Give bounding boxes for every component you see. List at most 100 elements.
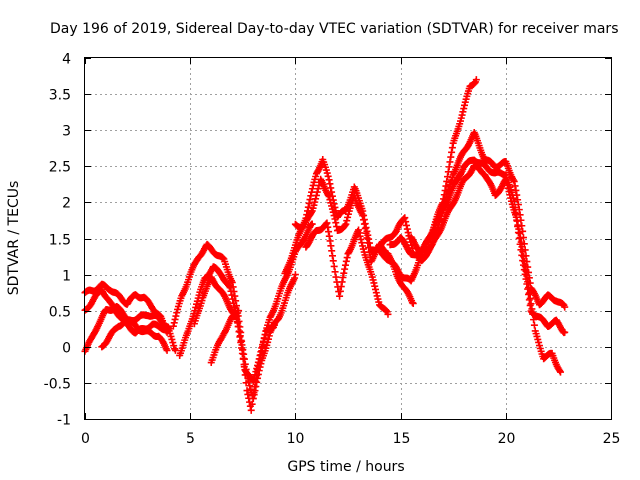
data-point [250, 374, 258, 382]
data-point [561, 328, 569, 336]
data-point [239, 355, 247, 363]
data-point [228, 278, 236, 286]
data-point [403, 225, 411, 233]
data-point [512, 213, 520, 221]
data-point [312, 195, 320, 203]
data-point [530, 316, 538, 324]
data-point [170, 319, 178, 327]
x-tick-label: 10 [287, 431, 305, 447]
data-point [444, 173, 452, 181]
data-point [259, 337, 267, 345]
data-point [528, 305, 536, 313]
data-point [370, 279, 378, 287]
data-point [308, 220, 316, 228]
data-point [522, 267, 530, 275]
series-2 [81, 286, 179, 354]
data-point [359, 242, 367, 250]
data-point [447, 153, 455, 161]
data-point [173, 309, 181, 317]
data-point [253, 378, 261, 386]
data-point [458, 111, 466, 119]
data-point [358, 239, 366, 247]
data-point [234, 323, 242, 331]
data-point [355, 229, 363, 237]
series-15 [418, 162, 565, 376]
data-point [259, 341, 267, 349]
data-point [236, 333, 244, 341]
data-point [171, 315, 179, 323]
data-point [511, 182, 519, 190]
data-point [363, 234, 371, 242]
data-point [261, 330, 269, 338]
data-point [311, 198, 319, 206]
data-point [340, 269, 348, 277]
x-tick-label: 15 [393, 431, 411, 447]
data-point [513, 217, 521, 225]
data-point [233, 318, 241, 326]
data-point [229, 295, 237, 303]
data-point [515, 225, 523, 233]
data-point [516, 229, 524, 237]
data-point [556, 367, 564, 375]
data-point [360, 220, 368, 228]
data-point [505, 188, 513, 196]
data-point [169, 322, 177, 330]
x-tick-label: 0 [81, 431, 90, 447]
data-point [526, 294, 534, 302]
data-point [249, 395, 257, 403]
series-3 [81, 302, 171, 355]
data-point [291, 274, 299, 282]
data-point [333, 223, 341, 231]
data-point [305, 199, 313, 207]
data-point [517, 238, 525, 246]
data-point [507, 194, 515, 202]
data-point [524, 278, 532, 286]
data-point [165, 325, 173, 333]
data-point [521, 262, 529, 270]
data-point [338, 278, 346, 286]
data-point [264, 338, 272, 346]
data-point [510, 177, 518, 185]
data-point [225, 282, 233, 290]
data-point [323, 169, 331, 177]
data-point [258, 344, 266, 352]
x-axis-label: GPS time / hours [287, 459, 404, 475]
data-point [557, 368, 565, 376]
data-point [336, 292, 344, 300]
data-point [365, 244, 373, 252]
data-point [314, 185, 322, 193]
data-point [372, 289, 380, 297]
data-point [324, 172, 332, 180]
data-point [260, 334, 268, 342]
data-point [325, 176, 333, 184]
data-point [172, 312, 180, 320]
data-point [360, 216, 368, 224]
data-point [171, 346, 179, 354]
data-point [361, 225, 369, 233]
data-point [256, 351, 264, 359]
data-point [343, 217, 351, 225]
data-point [336, 287, 344, 295]
data-point [251, 371, 259, 379]
data-point [516, 234, 524, 242]
data-point [371, 282, 379, 290]
y-tick-label: 0.5 [49, 305, 71, 321]
data-point [342, 220, 350, 228]
data-point [240, 361, 248, 369]
data-point [409, 299, 417, 307]
data-point [254, 361, 262, 369]
data-point [326, 180, 334, 188]
series-4 [98, 311, 173, 351]
data-point [561, 303, 569, 311]
y-tick-label: -0.5 [44, 377, 71, 393]
x-tick-label: 5 [186, 431, 195, 447]
data-point [341, 265, 349, 273]
data-point [401, 214, 409, 222]
data-point [525, 289, 533, 297]
x-tick-label: 20 [498, 431, 516, 447]
y-tick-label: 2 [62, 196, 71, 212]
y-axis-label: SDTVAR / TECUs [6, 181, 22, 296]
axes: 0 5 10 15 20 25 -1 -0.5 0 0.5 1 1.5 2 2.5 3 3.5 4 [44, 52, 621, 448]
data-marks [81, 76, 569, 414]
